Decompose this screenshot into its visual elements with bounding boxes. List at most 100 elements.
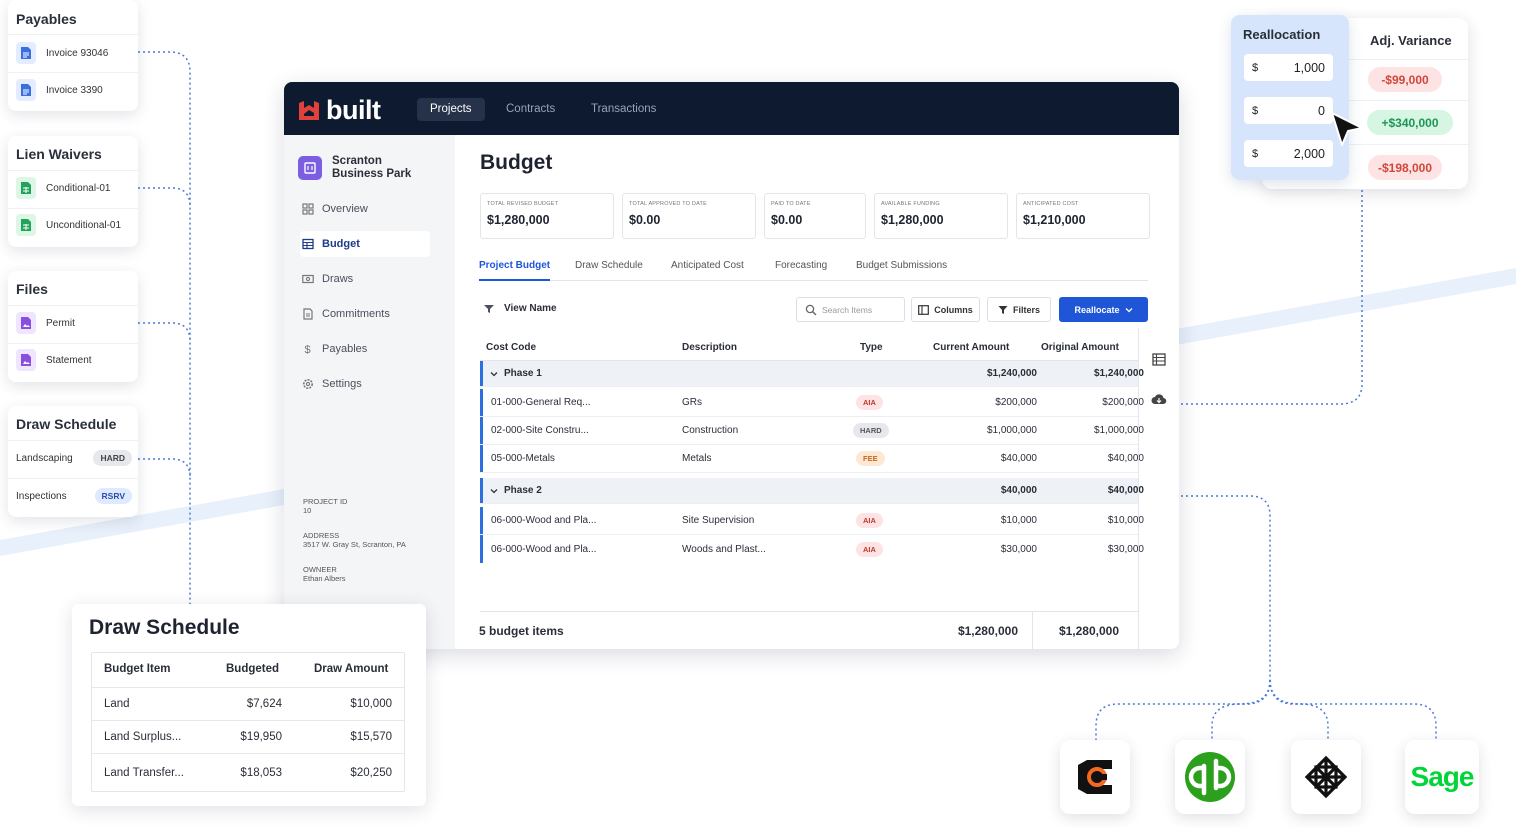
quickbooks-logo-card[interactable] <box>1175 740 1245 814</box>
nav-tab-transactions[interactable]: Transactions <box>591 103 657 115</box>
phase-row[interactable]: Phase 2 $40,000 $40,000 <box>480 478 1144 504</box>
image-file-icon <box>16 312 36 334</box>
current-amount: $10,000 <box>1000 515 1037 526</box>
table-row[interactable]: 01-000-General Req... GRs AIA $200,000 $… <box>480 389 1144 417</box>
files-card: Files Permit Statement <box>8 271 138 382</box>
cost-code: 06-000-Wood and Pla... <box>491 543 597 555</box>
file-item[interactable]: Statement <box>16 349 92 371</box>
draw-item-label: Inspections <box>16 490 67 502</box>
table-row[interactable]: Land Transfer... $18,053 $20,250 <box>92 753 404 791</box>
draw-schedule-small-title: Draw Schedule <box>16 416 117 432</box>
app-window: built Projects Contracts Transactions Sc… <box>284 82 1179 649</box>
top-nav-bar: built Projects Contracts Transactions <box>284 82 1179 135</box>
table-row[interactable]: 02-000-Site Constru... Construction HARD… <box>480 417 1144 445</box>
sidebar-item-budget[interactable]: Budget <box>300 231 430 257</box>
table-row[interactable]: Land Surplus... $19,950 $15,570 <box>92 720 404 753</box>
reallocation-input[interactable]: $1,000 <box>1244 54 1333 81</box>
mouse-cursor-icon <box>1331 112 1363 146</box>
column-header-type[interactable]: Type <box>860 342 883 353</box>
footer-current-total: $1,280,000 <box>957 624 1018 638</box>
original-amount: $1,240,000 <box>1093 368 1144 379</box>
table-view-icon[interactable] <box>1152 353 1166 366</box>
column-header-original-amount[interactable]: Original Amount <box>1041 342 1119 353</box>
search-input[interactable]: Search Items <box>796 297 905 322</box>
rail-divider <box>1138 328 1139 649</box>
sage-logo-card[interactable]: Sage <box>1405 740 1479 814</box>
column-header-budgeted: Budgeted <box>226 663 280 675</box>
chevron-down-icon <box>490 488 498 493</box>
cloud-download-icon[interactable] <box>1151 393 1167 405</box>
payable-item[interactable]: Invoice 3390 <box>16 79 103 101</box>
brand-logo[interactable]: built <box>298 95 381 126</box>
column-header-current-amount[interactable]: Current Amount <box>933 342 1010 353</box>
sidebar-item-overview[interactable]: Overview <box>300 196 430 222</box>
column-header-budget-item: Budget Item <box>104 663 171 675</box>
lien-waiver-label: Conditional-01 <box>46 182 111 194</box>
tab-draw-schedule[interactable]: Draw Schedule <box>575 260 643 271</box>
original-amount: $30,000 <box>1107 543 1144 555</box>
table-row[interactable]: Land $7,624 $10,000 <box>92 687 404 720</box>
lien-waiver-item[interactable]: Conditional-01 <box>16 177 111 199</box>
chevron-down-icon <box>1125 307 1132 312</box>
files-title: Files <box>16 281 48 297</box>
cost-code: 05-000-Metals <box>491 453 555 464</box>
current-amount: $40,000 <box>1000 485 1037 496</box>
table-row[interactable]: 06-000-Wood and Pla... Woods and Plast..… <box>480 535 1144 563</box>
phase-name: Phase 2 <box>504 485 542 496</box>
owner-label: OWNEER <box>303 565 337 574</box>
nav-tab-contracts[interactable]: Contracts <box>506 103 556 115</box>
knot-logo-card[interactable] <box>1291 740 1361 814</box>
payable-item[interactable]: Invoice 93046 <box>16 42 108 64</box>
reallocation-title: Reallocation <box>1243 27 1321 42</box>
tab-forecasting[interactable]: Forecasting <box>775 260 828 271</box>
columns-button[interactable]: Columns <box>911 297 980 322</box>
reallocation-input[interactable]: $0 <box>1244 97 1333 124</box>
current-amount: $1,000,000 <box>986 425 1037 436</box>
sidebar-item-payables[interactable]: $ Payables <box>300 336 430 362</box>
draw-item[interactable]: Inspections RSRV <box>16 488 132 504</box>
reallocate-button[interactable]: Reallocate <box>1059 297 1148 322</box>
budget-item-count: 5 budget items <box>479 624 564 638</box>
document-icon <box>16 42 36 64</box>
money-icon <box>302 274 314 284</box>
gear-icon <box>303 379 313 389</box>
project-id-value: 10 <box>303 506 312 515</box>
column-header-cost-code[interactable]: Cost Code <box>486 342 536 353</box>
sidebar-item-commitments[interactable]: Commitments <box>300 301 430 327</box>
table-row[interactable]: 05-000-Metals Metals FEE $40,000 $40,000 <box>480 445 1144 473</box>
procore-logo-icon <box>1078 760 1112 794</box>
stat-card: TOTAL REVISED BUDGET $1,280,000 <box>480 193 614 239</box>
current-amount: $200,000 <box>995 397 1037 408</box>
reallocation-input[interactable]: $2,000 <box>1244 140 1333 167</box>
svg-text:$: $ <box>305 344 311 355</box>
sidebar-item-draws[interactable]: Draws <box>300 266 430 292</box>
tab-project-budget[interactable]: Project Budget <box>479 260 551 271</box>
draw-item[interactable]: Landscaping HARD <box>16 450 132 466</box>
original-amount: $10,000 <box>1107 515 1144 526</box>
type-badge: AIA <box>856 513 883 528</box>
view-name-selector[interactable]: View Name <box>483 303 557 314</box>
column-header-description[interactable]: Description <box>682 342 738 353</box>
footer-divider <box>480 611 1138 612</box>
project-name[interactable]: Scranton Business Park <box>332 155 412 180</box>
page-title: Budget <box>480 151 553 174</box>
sidebar-item-settings[interactable]: Settings <box>300 371 430 397</box>
draw-schedule-title: Draw Schedule <box>89 616 240 639</box>
budget-content: Budget TOTAL REVISED BUDGET $1,280,000 TO… <box>455 135 1179 649</box>
sidebar: Scranton Business Park Overview Budget D… <box>284 135 455 649</box>
tab-anticipated-cost[interactable]: Anticipated Cost <box>671 260 744 271</box>
cost-code: 01-000-General Req... <box>491 397 591 408</box>
filters-button[interactable]: Filters <box>987 297 1051 322</box>
file-item[interactable]: Permit <box>16 312 75 334</box>
phase-row[interactable]: Phase 1 $1,240,000 $1,240,000 <box>480 361 1144 387</box>
dollar-icon: $ <box>305 344 311 355</box>
lien-waiver-item[interactable]: Unconditional-01 <box>16 214 121 236</box>
stat-card: TOTAL APPROVED TO DATE $0.00 <box>622 193 756 239</box>
tab-budget-submissions[interactable]: Budget Submissions <box>856 260 948 271</box>
cost-code: 02-000-Site Constru... <box>491 425 589 436</box>
address-label: ADDRESS <box>303 531 340 540</box>
procore-logo-card[interactable] <box>1060 740 1130 814</box>
table-row[interactable]: 06-000-Wood and Pla... Site Supervision … <box>480 507 1144 535</box>
nav-tab-projects[interactable]: Projects <box>417 98 485 121</box>
